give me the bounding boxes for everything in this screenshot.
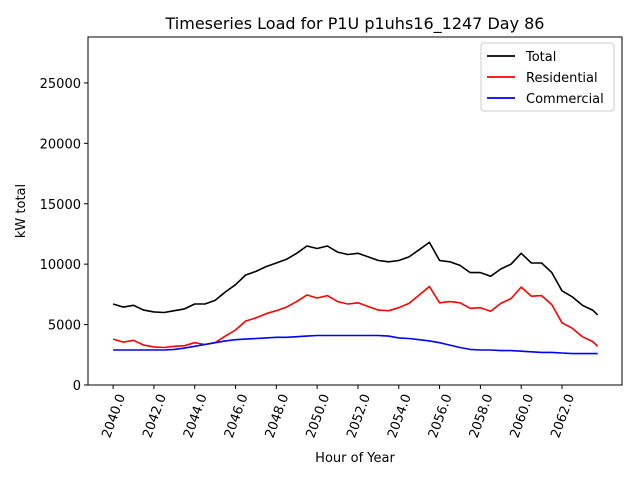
x-tick-label: 2046.0 [222,392,252,440]
x-tick-label: 2058.0 [467,392,497,440]
y-tick-label: 0 [73,379,81,394]
legend-label-commercial: Commercial [526,92,604,107]
series-line-commercial [113,334,598,355]
x-tick-label: 2060.0 [508,392,538,440]
series-line-residential [112,285,599,349]
y-tick-label: 20000 [40,137,81,152]
legend: Total Residential Commercial [480,42,615,112]
legend-label-residential: Residential [526,71,598,86]
x-tick-label: 2062.0 [548,392,578,440]
x-tick-label: 2056.0 [426,392,456,440]
x-axis-label: Hour of Year [315,451,395,466]
y-tick-label: 25000 [40,77,81,92]
x-tick-label: 2048.0 [263,392,293,440]
plot-frame [87,36,623,386]
x-tick-label: 2044.0 [181,392,211,440]
x-tick-label: 2042.0 [140,392,170,440]
legend-label-total: Total [525,50,556,65]
y-axis-label: kW total [14,184,29,238]
series-layer [112,241,599,355]
x-tick-label: 2052.0 [344,392,374,440]
legend-box [480,42,615,112]
series-line-total [112,241,599,316]
y-tick-label: 10000 [40,258,81,273]
y-tick-label: 15000 [40,198,81,213]
x-tick-label: 2040.0 [99,392,129,440]
x-tick-label: 2054.0 [385,392,415,440]
chart-title: Timeseries Load for P1U p1uhs16_1247 Day… [165,14,545,34]
x-tick-label: 2050.0 [304,392,334,440]
y-tick-label: 5000 [48,319,81,334]
